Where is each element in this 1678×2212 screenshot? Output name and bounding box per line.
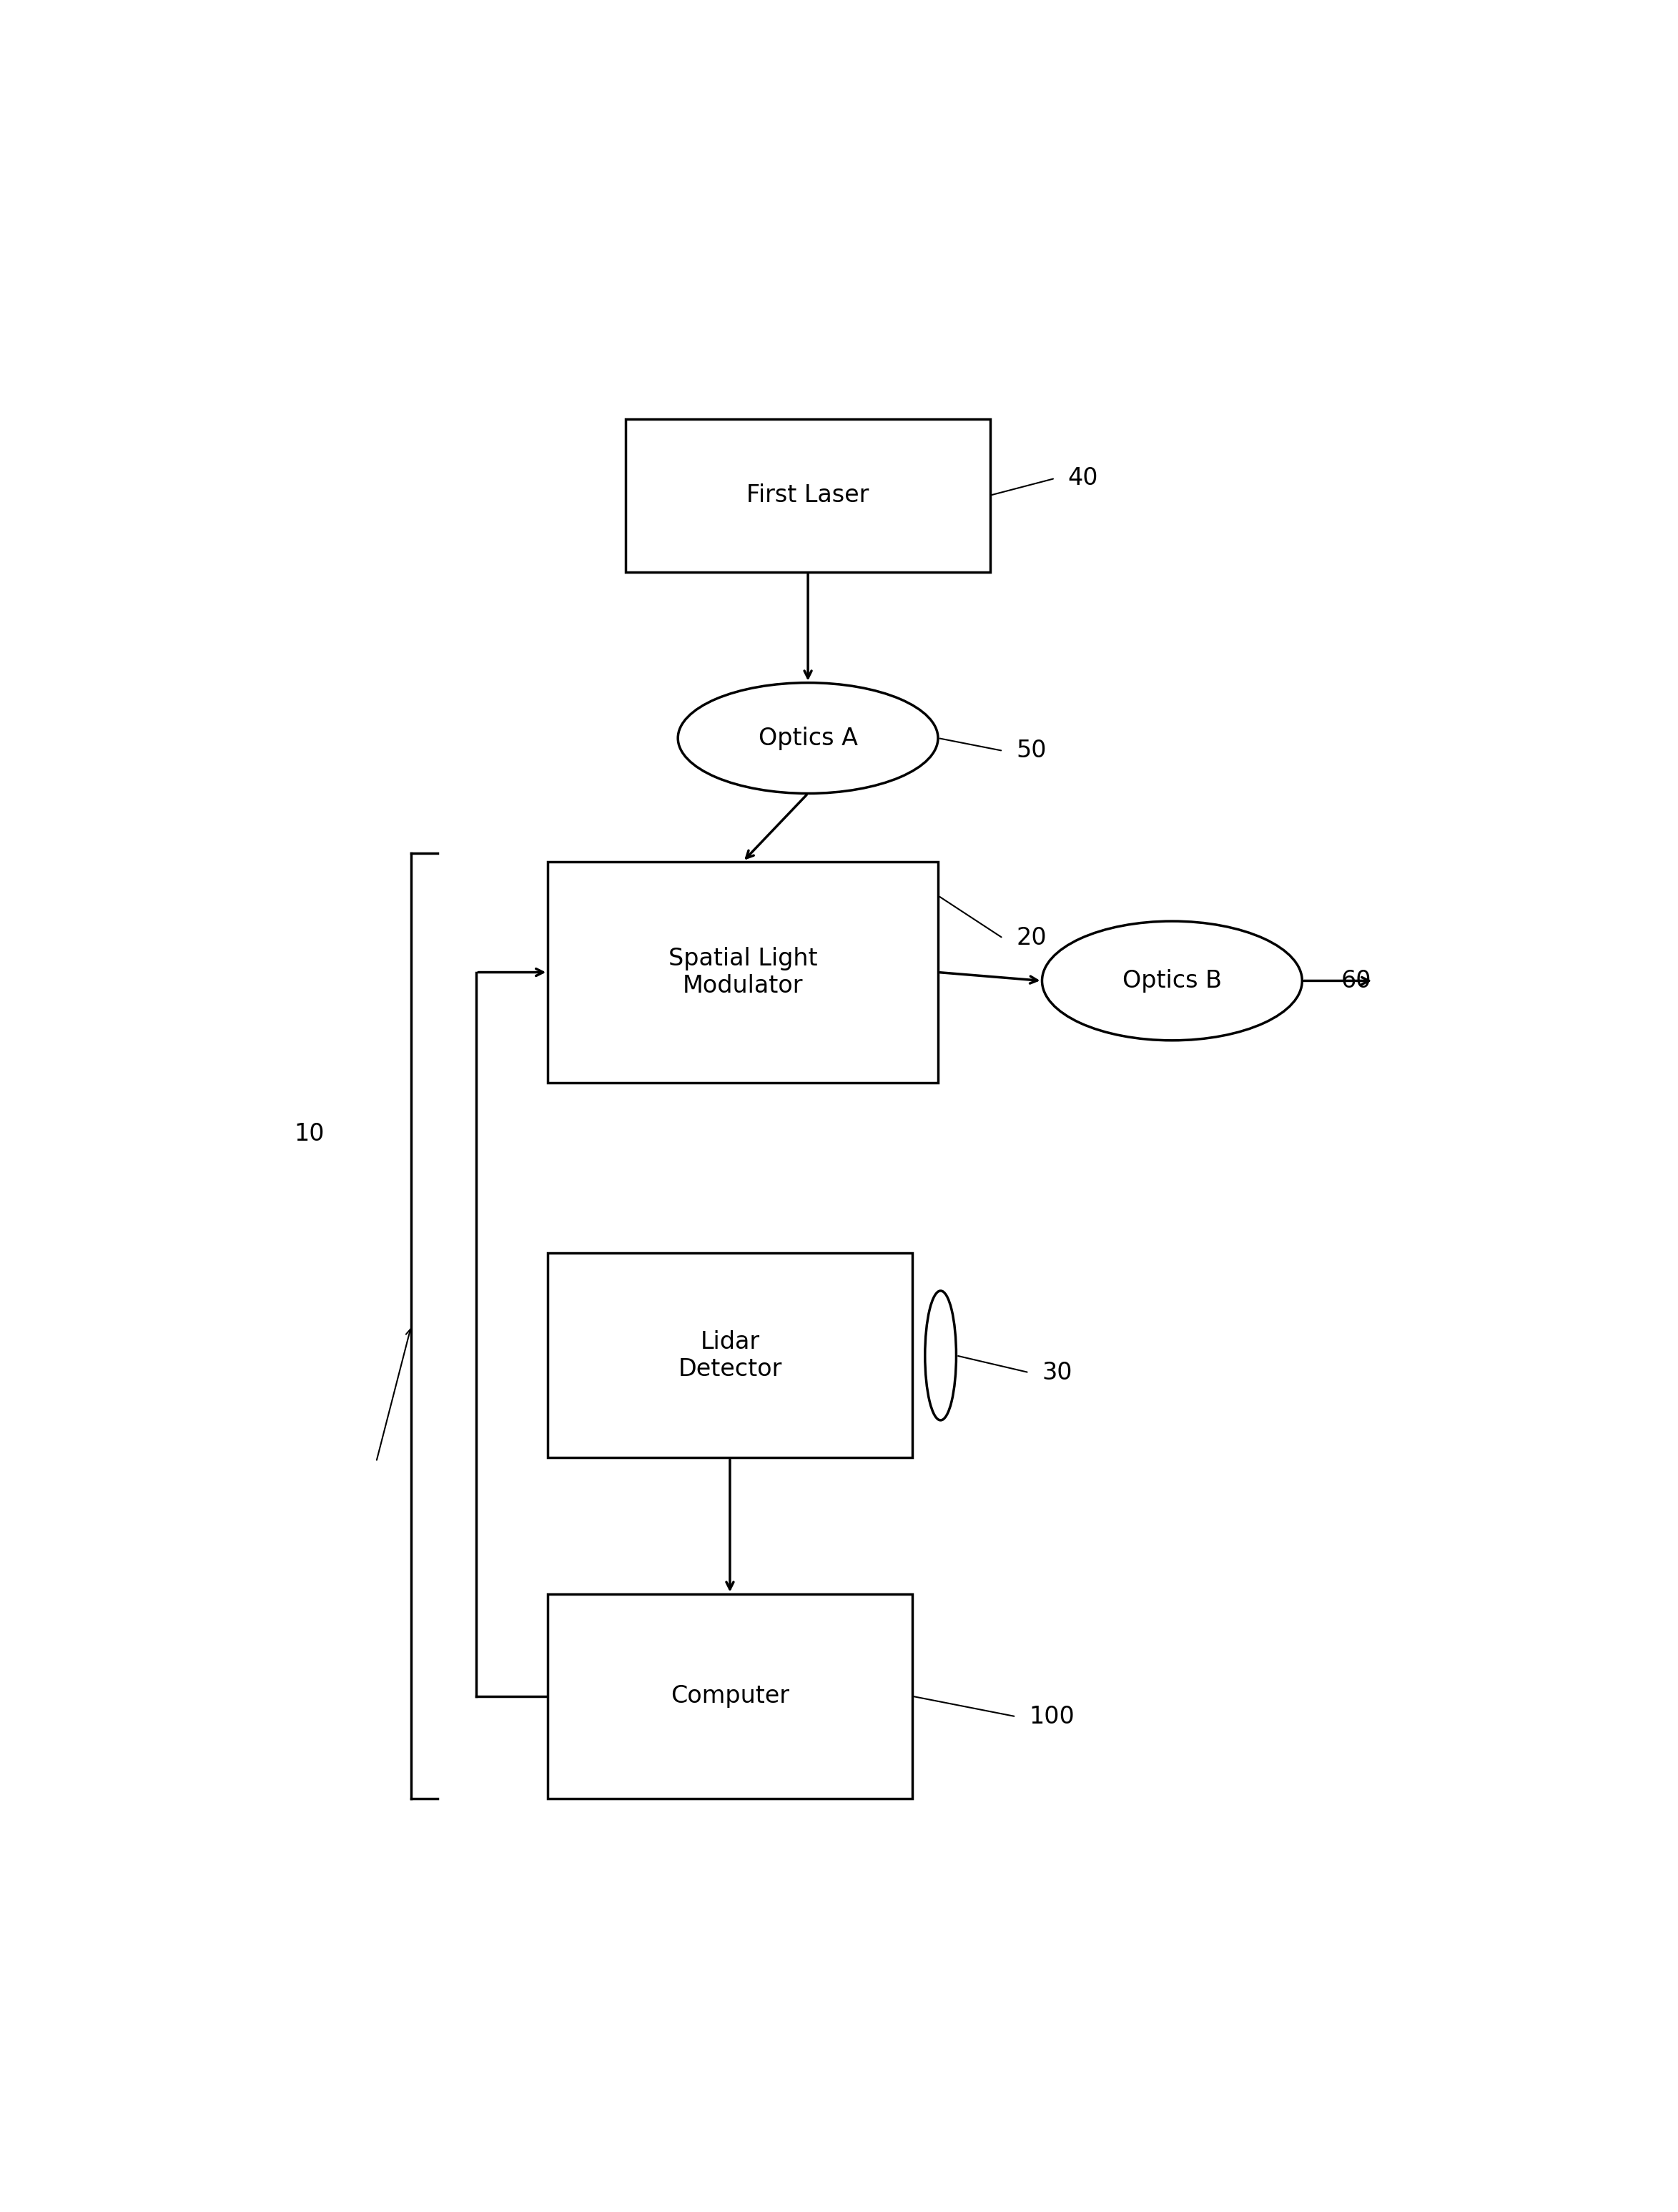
Text: 50: 50 — [1017, 739, 1047, 763]
Text: 20: 20 — [1017, 927, 1047, 949]
Text: 100: 100 — [1029, 1705, 1074, 1728]
Ellipse shape — [1042, 920, 1302, 1040]
Text: Optics A: Optics A — [758, 726, 857, 750]
Bar — [626, 418, 990, 573]
Bar — [547, 1254, 913, 1458]
Text: Computer: Computer — [671, 1683, 789, 1708]
Bar — [547, 860, 938, 1084]
Text: First Laser: First Laser — [747, 484, 869, 507]
Text: Lidar
Detector: Lidar Detector — [678, 1329, 782, 1380]
Text: Optics B: Optics B — [1123, 969, 1222, 993]
Text: 60: 60 — [1341, 969, 1371, 993]
Text: 40: 40 — [1069, 467, 1099, 491]
Ellipse shape — [678, 684, 938, 794]
Text: Spatial Light
Modulator: Spatial Light Modulator — [668, 947, 817, 998]
Text: 10: 10 — [294, 1121, 324, 1146]
Ellipse shape — [925, 1292, 956, 1420]
Bar — [547, 1595, 913, 1798]
Text: 30: 30 — [1042, 1360, 1072, 1385]
